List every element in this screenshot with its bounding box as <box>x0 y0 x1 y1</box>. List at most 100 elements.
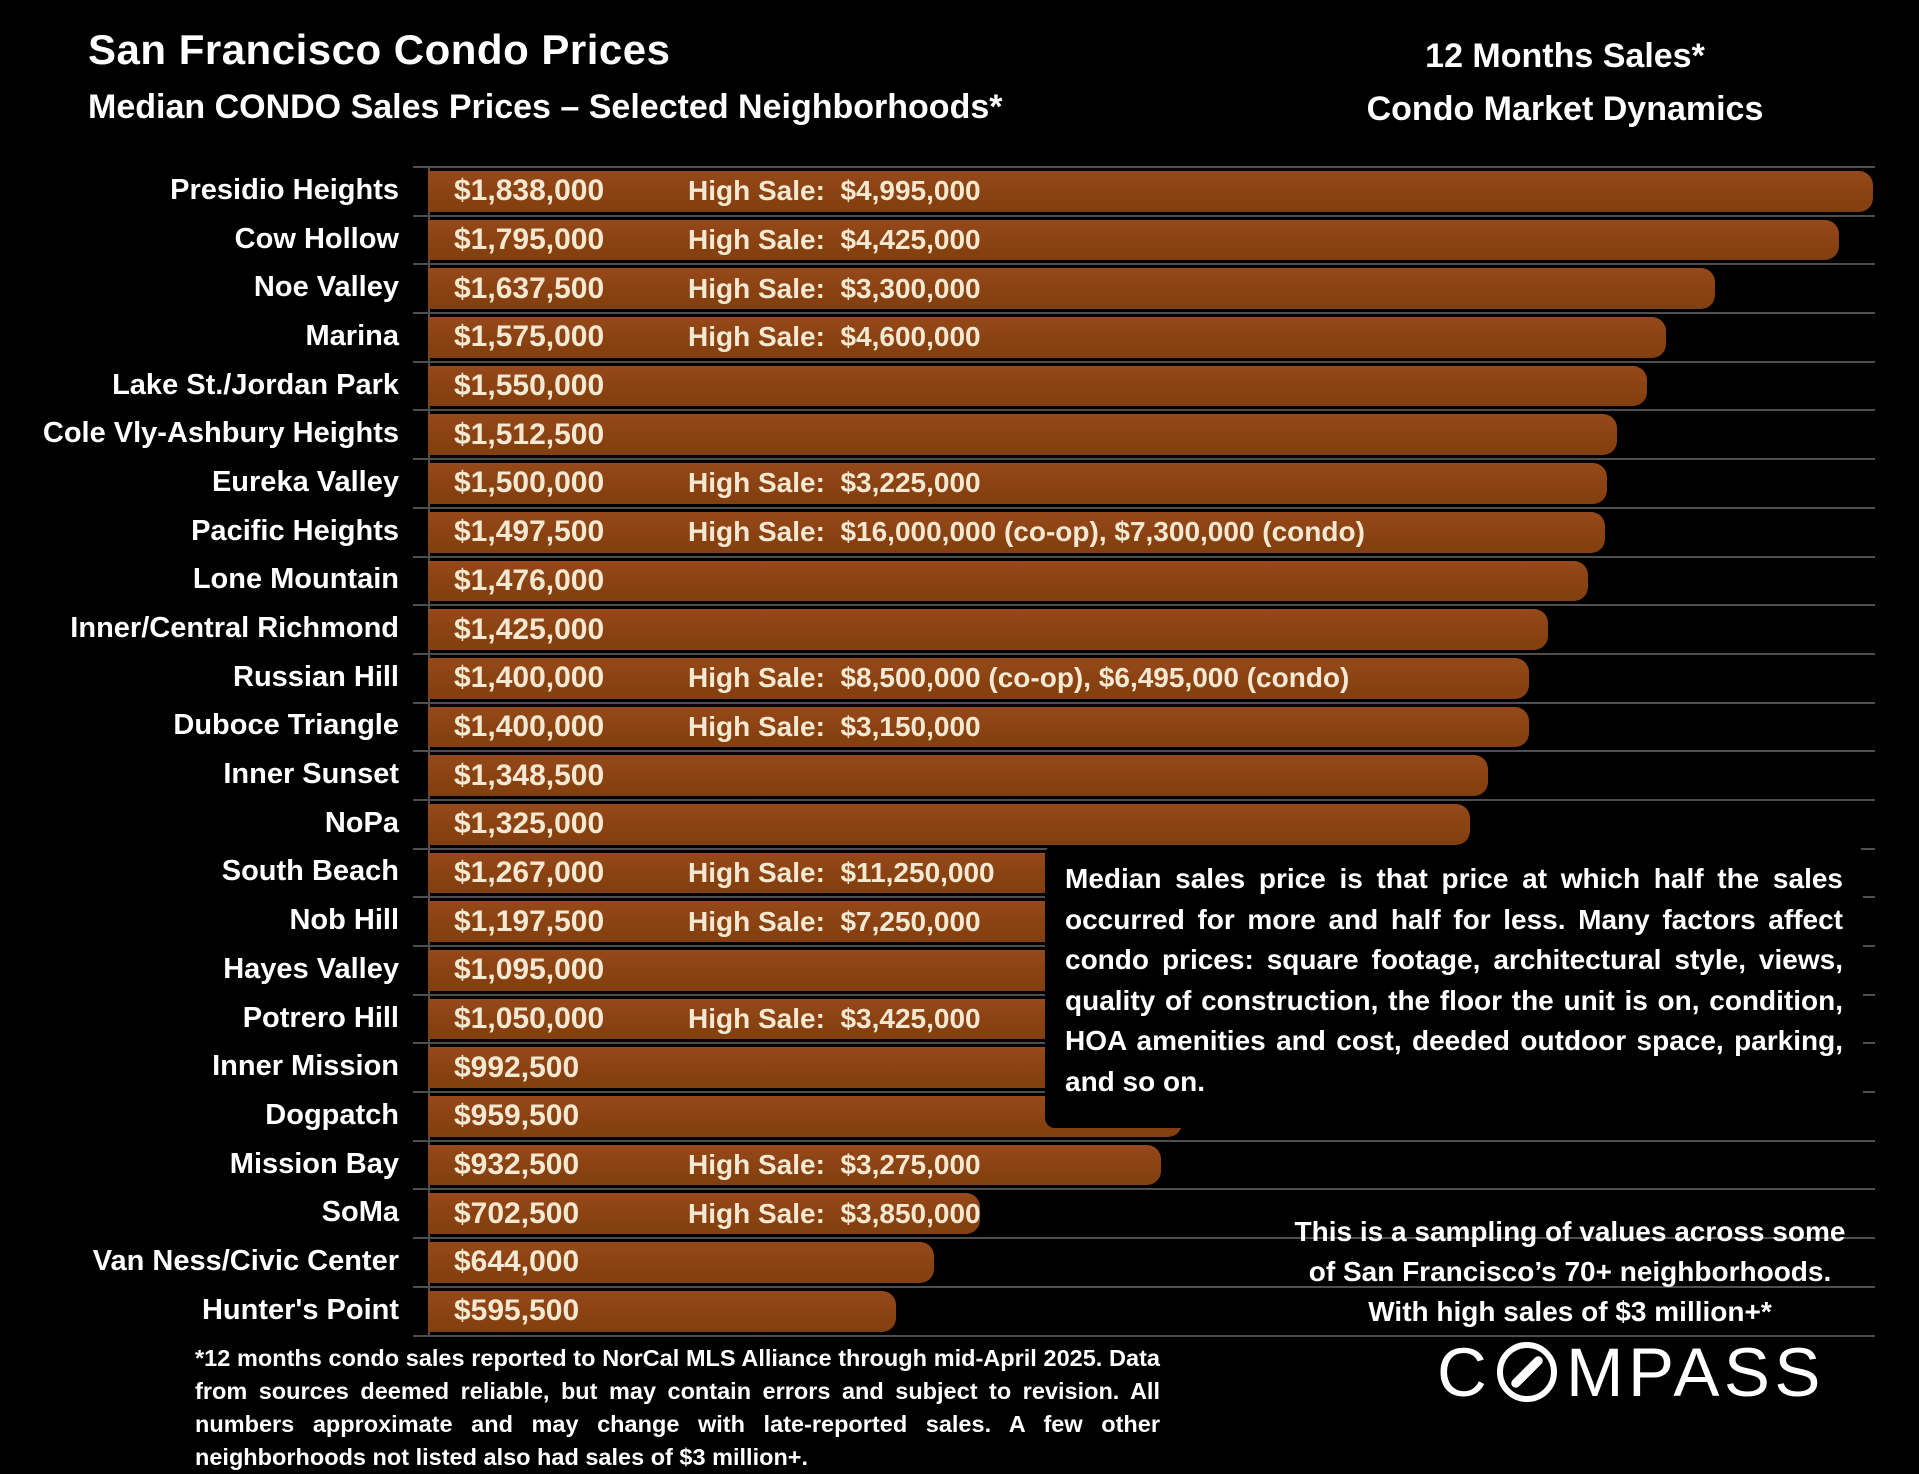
compass-logo-text-c: C <box>1437 1334 1487 1411</box>
median-value-label: $1,476,000 <box>454 563 605 597</box>
row-plot-area: $1,497,500 High Sale: $16,000,000 (co-op)… <box>413 506 1875 556</box>
row-label: NoPa <box>324 806 399 839</box>
chart-row: Eureka Valley $1,500,000 High Sale: $3,225… <box>0 458 1875 507</box>
chart-row: Marina $1,575,000 High Sale: $4,600,000 <box>0 312 1875 361</box>
row-label: Potrero Hill <box>242 1001 399 1034</box>
row-plot-area: $1,400,000 High Sale: $8,500,000 (co-op),… <box>413 652 1875 702</box>
info-box: Median sales price is that price at whic… <box>1045 845 1863 1128</box>
median-value-label: $702,500 <box>454 1196 580 1230</box>
compass-logo: C MPASS <box>1437 1334 1825 1411</box>
row-plot-area: $1,512,500 <box>413 409 1875 458</box>
page-subtitle: Median CONDO Sales Prices – Selected Nei… <box>88 88 1003 126</box>
chart-row: Duboce Triangle $1,400,000 High Sale: $3,1… <box>0 701 1875 751</box>
median-price-bar <box>428 171 1874 212</box>
median-value-label: $1,497,500 <box>454 515 605 549</box>
high-sale-label: High Sale: $3,275,000 <box>688 1149 981 1181</box>
median-price-bar <box>428 268 1716 310</box>
row-label: Hunter's Point <box>201 1293 399 1326</box>
high-sale-label: High Sale: $4,600,000 <box>688 321 981 353</box>
row-plot-area: $644,000 <box>413 1237 1875 1286</box>
row-plot-area: $1,325,000 <box>413 798 1875 848</box>
row-label: Inner Sunset <box>223 758 399 791</box>
compass-logo-o-icon <box>1497 1342 1557 1402</box>
high-sale-label: High Sale: $4,425,000 <box>688 224 981 256</box>
median-value-label: $1,425,000 <box>454 612 605 646</box>
row-plot-area: $1,400,000 High Sale: $3,150,000 <box>413 701 1875 751</box>
median-price-bar <box>428 365 1647 407</box>
sampling-note-line2: of San Francisco’s 70+ neighborhoods. <box>1308 1255 1832 1287</box>
chart-row: Inner/Central Richmond $1,425,000 <box>0 604 1875 653</box>
row-plot-area: $1,550,000 <box>413 360 1875 410</box>
row-label: Van Ness/Civic Center <box>92 1244 399 1277</box>
high-sale-label: High Sale: $3,150,000 <box>688 710 981 742</box>
median-price-bar <box>428 463 1608 504</box>
row-label: Inner Mission <box>212 1050 399 1083</box>
median-price-bar <box>428 1290 897 1332</box>
median-price-bar <box>428 609 1549 650</box>
bar-chart: Presidio Heights $1,838,000 High Sale: $4,… <box>0 166 1875 1337</box>
row-plot-area: $1,500,000 High Sale: $3,225,000 <box>413 458 1875 507</box>
chart-row: SoMa $702,500 High Sale: $3,850,000 <box>0 1188 1875 1237</box>
row-label: Hayes Valley <box>223 952 399 985</box>
slide: { "header": { "title": "San Francisco Co… <box>0 26 1875 1470</box>
median-price-bar <box>428 1242 935 1283</box>
footnote: *12 months condo sales reported to NorCa… <box>195 1345 1160 1470</box>
median-price-bar <box>428 706 1529 748</box>
row-label: Inner/Central Richmond <box>70 612 399 645</box>
median-value-label: $1,267,000 <box>454 855 605 889</box>
median-value-label: $1,550,000 <box>454 369 605 403</box>
chart-row: Van Ness/Civic Center $644,000 <box>0 1237 1875 1286</box>
row-label: Cole Vly-Ashbury Heights <box>42 417 399 450</box>
row-label: South Beach <box>221 855 399 888</box>
median-value-label: $1,095,000 <box>454 953 605 987</box>
median-price-bar <box>428 1144 1162 1186</box>
row-plot-area: $932,500 High Sale: $3,275,000 <box>413 1139 1875 1189</box>
median-value-label: $1,512,500 <box>454 417 605 451</box>
median-price-bar <box>428 657 1529 699</box>
chart-baseline <box>413 1334 1875 1337</box>
median-value-label: $1,050,000 <box>454 1002 605 1036</box>
row-label: Nob Hill <box>289 904 399 937</box>
median-value-label: $1,325,000 <box>454 807 605 841</box>
row-plot-area: $1,838,000 High Sale: $4,995,000 <box>413 166 1875 215</box>
row-label: Eureka Valley <box>211 465 399 498</box>
row-label: Presidio Heights <box>170 173 399 206</box>
median-value-label: $1,500,000 <box>454 466 605 500</box>
compass-logo-text-mpass: MPASS <box>1566 1334 1825 1411</box>
sampling-note-line1: This is a sampling of values across some <box>1294 1216 1846 1247</box>
high-sale-label: High Sale: $16,000,000 (co-op), $7,300,0… <box>688 516 1365 548</box>
median-value-label: $1,575,000 <box>454 320 605 354</box>
chart-row: NoPa $1,325,000 <box>0 798 1875 848</box>
chart-row: Russian Hill $1,400,000 High Sale: $8,500,… <box>0 652 1875 702</box>
chart-row: Noe Valley $1,637,500 High Sale: $3,300,00… <box>0 263 1875 312</box>
high-sale-label: High Sale: $3,225,000 <box>688 467 981 499</box>
high-sale-label: High Sale: $3,300,000 <box>688 272 981 304</box>
high-sale-label: High Sale: $3,850,000 <box>688 1197 981 1229</box>
row-label: Lone Mountain <box>192 563 399 596</box>
row-label: Noe Valley <box>253 271 399 304</box>
chart-row: Hunter's Point $595,500 <box>0 1285 1875 1335</box>
median-value-label: $1,838,000 <box>454 174 605 208</box>
median-value-label: $959,500 <box>454 1099 580 1133</box>
chart-row: Pacific Heights $1,497,500 High Sale: $16,… <box>0 506 1875 556</box>
median-value-label: $1,197,500 <box>454 904 605 938</box>
median-value-label: $1,795,000 <box>454 223 605 257</box>
chart-row: Lone Mountain $1,476,000 <box>0 555 1875 605</box>
median-value-label: $1,637,500 <box>454 271 605 305</box>
row-plot-area: $1,575,000 High Sale: $4,600,000 <box>413 312 1875 361</box>
row-plot-area: $1,425,000 <box>413 604 1875 653</box>
row-plot-area: $1,348,500 <box>413 750 1875 799</box>
row-plot-area: $1,795,000 High Sale: $4,425,000 <box>413 214 1875 264</box>
median-value-label: $1,400,000 <box>454 661 605 695</box>
row-label: Pacific Heights <box>191 514 399 547</box>
median-value-label: $1,348,500 <box>454 758 605 792</box>
high-sale-label: High Sale: $8,500,000 (co-op), $6,495,00… <box>688 662 1350 694</box>
row-label: Russian Hill <box>233 660 399 693</box>
row-label: Duboce Triangle <box>173 709 399 742</box>
row-label: Dogpatch <box>265 1098 399 1131</box>
high-sale-label: High Sale: $7,250,000 <box>688 905 981 937</box>
header-right: 12 Months Sales* Condo Market Dynamics <box>1255 30 1875 135</box>
header-right-line1: 12 Months Sales* <box>1425 37 1705 75</box>
page-title: San Francisco Condo Prices <box>88 26 671 73</box>
median-value-label: $595,500 <box>454 1294 580 1328</box>
